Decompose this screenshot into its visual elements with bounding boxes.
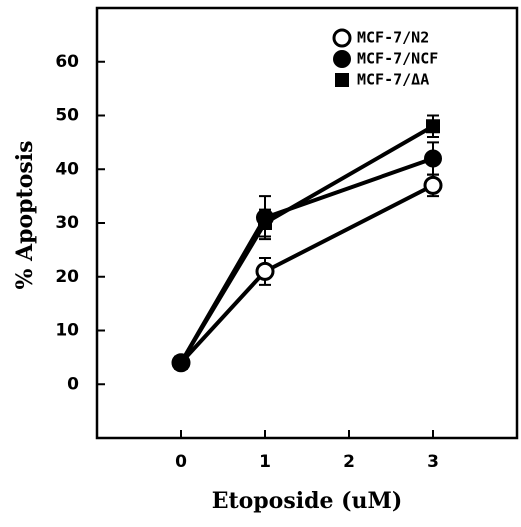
y-tick-label: 20 [55,267,79,287]
legend-marker [335,73,349,87]
y-tick-label: 50 [55,106,79,126]
series-line [179,156,434,364]
x-tick-label: 2 [343,452,355,472]
legend-label: MCF-7/N2 [357,29,429,47]
marker [255,261,275,281]
y-axis-title: % Apoptosis [12,140,38,289]
y-tick-label: 0 [67,374,79,394]
y-tick-label: 30 [55,213,79,233]
marker [426,119,440,134]
x-axis-title: Etoposide (uM) [212,488,403,514]
x-tick-label: 1 [259,452,271,472]
y-tick-label: 10 [55,321,79,341]
series-line [179,183,434,365]
y-tick-label: 60 [55,52,79,72]
marker [258,216,272,230]
marker [424,149,442,168]
legend-label: MCF-7/ΔA [357,71,429,89]
marker [423,175,443,195]
marker [174,355,188,370]
plot-frame [95,6,519,440]
legend-marker [333,50,351,68]
legend-label: MCF-7/NCF [357,50,438,68]
y-tick-label: 40 [55,159,79,179]
x-tick-label: 0 [175,452,187,472]
series-line [179,124,434,364]
x-tick-label: 3 [427,452,439,472]
legend-marker [332,28,352,48]
